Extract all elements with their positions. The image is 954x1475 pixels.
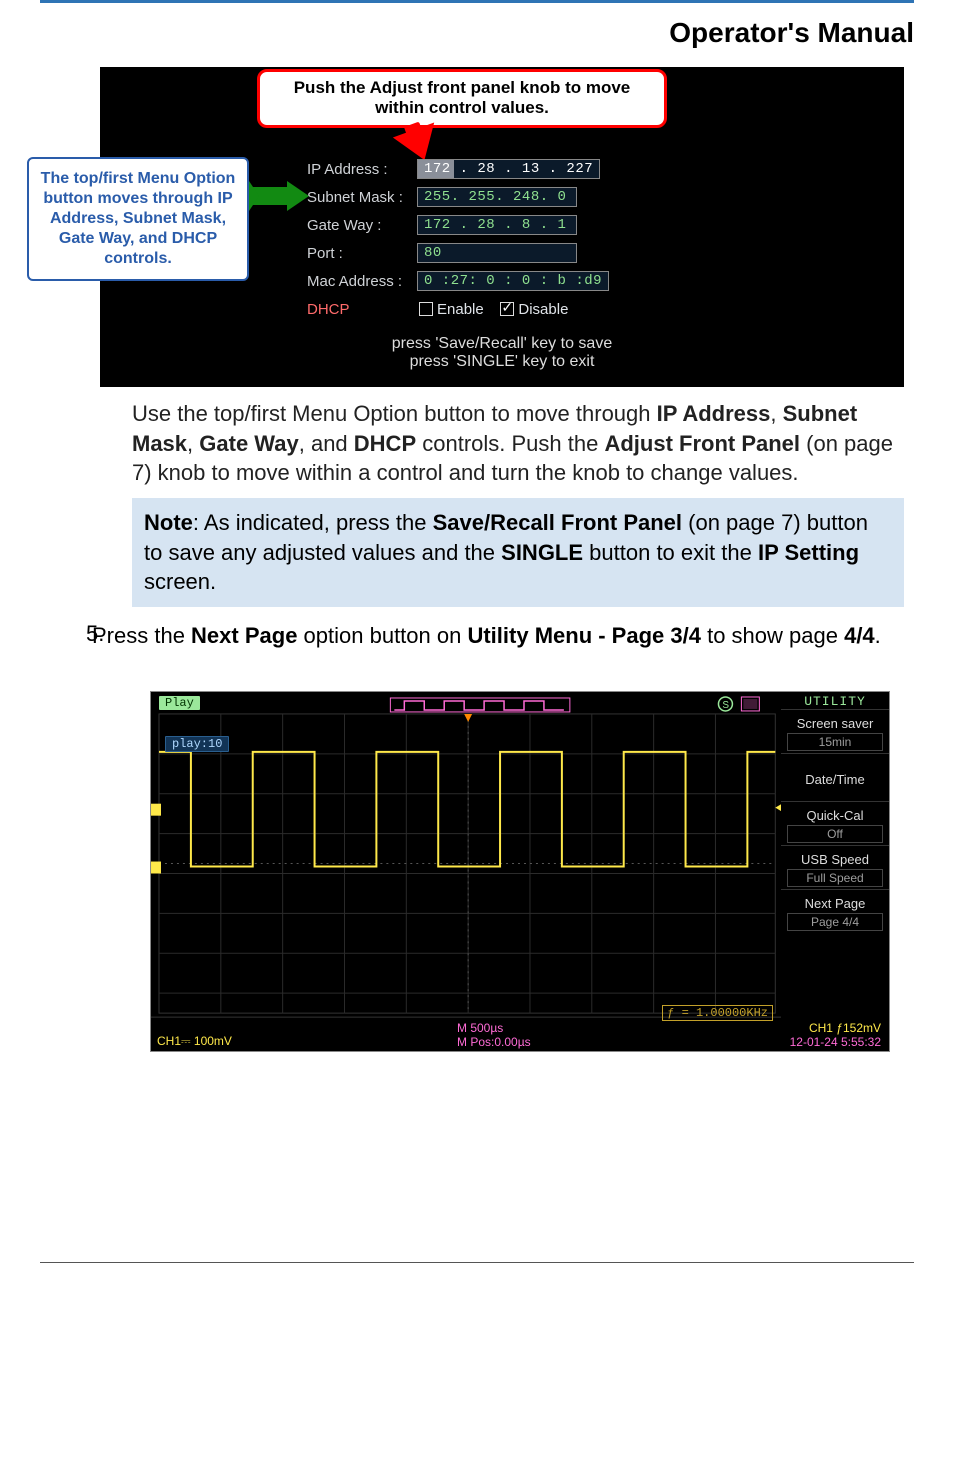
port-field[interactable]: 80 bbox=[417, 243, 577, 263]
adjust-knob-banner: Push the Adjust front panel knob to move… bbox=[257, 69, 667, 128]
dhcp-disable-label: Disable bbox=[518, 301, 568, 318]
play-badge: Play bbox=[159, 696, 200, 710]
menu-date-time[interactable]: Date/Time bbox=[781, 753, 889, 801]
note-box: Note: As indicated, press the Save/Recal… bbox=[132, 498, 904, 607]
menu-option-callout: The top/first Menu Option button moves t… bbox=[27, 157, 249, 281]
mac-address-label: Mac Address : bbox=[307, 273, 417, 290]
dhcp-enable-label: Enable bbox=[437, 301, 484, 318]
press-save-text: press 'Save/Recall' key to save bbox=[102, 335, 902, 353]
gateway-label: Gate Way : bbox=[307, 217, 417, 234]
ip-settings-list: IP Address : 172 . 28 . 13 . 227 Subnet … bbox=[307, 155, 609, 323]
ip-address-field[interactable]: 172 . 28 . 13 . 227 bbox=[417, 159, 600, 179]
dhcp-disable-checkbox[interactable] bbox=[500, 302, 514, 316]
port-label: Port : bbox=[307, 245, 417, 262]
press-single-text: press 'SINGLE' key to exit bbox=[102, 353, 902, 371]
step-5-text: Press the Next Page option button on Uti… bbox=[92, 621, 914, 651]
press-instructions: press 'Save/Recall' key to save press 'S… bbox=[102, 335, 902, 371]
step-number-5: 5. bbox=[40, 621, 92, 651]
dhcp-enable-checkbox[interactable] bbox=[419, 302, 433, 316]
footer-separator bbox=[40, 1262, 914, 1263]
subnet-mask-label: Subnet Mask : bbox=[307, 189, 417, 206]
menu-usb-speed[interactable]: USB Speed Full Speed bbox=[781, 845, 889, 889]
paragraph-ip-instructions: Use the top/first Menu Option button to … bbox=[132, 399, 906, 488]
banner-line1: Push the Adjust front panel knob to move bbox=[268, 78, 656, 98]
timebase-info: M 500µsM Pos:0.00µs bbox=[457, 1021, 531, 1049]
utility-menu-column: UTILITY Screen saver 15min Date/Time Qui… bbox=[781, 692, 889, 1051]
oscilloscope-display: S bbox=[151, 692, 889, 1051]
ch1-scale: CH1⎓ 100mV bbox=[157, 1034, 232, 1048]
menu-next-page[interactable]: Next Page Page 4/4 bbox=[781, 889, 889, 933]
dhcp-label: DHCP bbox=[307, 301, 417, 318]
banner-line2: within control values. bbox=[268, 98, 656, 118]
menu-screen-saver[interactable]: Screen saver 15min bbox=[781, 709, 889, 753]
date-time-stdefeated: 12-01-24 5:55:32 bbox=[790, 1035, 881, 1049]
green-arrow-icon bbox=[249, 181, 309, 211]
menu-quick-cal[interactable]: Quick-Cal Off bbox=[781, 801, 889, 845]
ip-address-label: IP Address : bbox=[307, 161, 417, 178]
trigger-frequency: ƒ = 1.00000KHz bbox=[662, 1005, 773, 1021]
mac-address-field[interactable]: 0 :27: 0 : 0 : b :d9 bbox=[417, 271, 609, 291]
ch1-measurement: CH1 ƒ152mV bbox=[809, 1021, 881, 1035]
subnet-mask-field[interactable]: 255. 255. 248. 0 bbox=[417, 187, 577, 207]
utility-menu-screenshot: S Play play:10 UTILITY Screen saver 15mi… bbox=[150, 691, 890, 1052]
utility-menu-title: UTILITY bbox=[781, 692, 889, 709]
page-header: Operator's Manual bbox=[40, 9, 914, 67]
gateway-field[interactable]: 172 . 28 . 8 . 1 bbox=[417, 215, 577, 235]
ip-setting-figure: Push the Adjust front panel knob to move… bbox=[100, 67, 904, 387]
play-count-badge: play:10 bbox=[165, 736, 229, 752]
